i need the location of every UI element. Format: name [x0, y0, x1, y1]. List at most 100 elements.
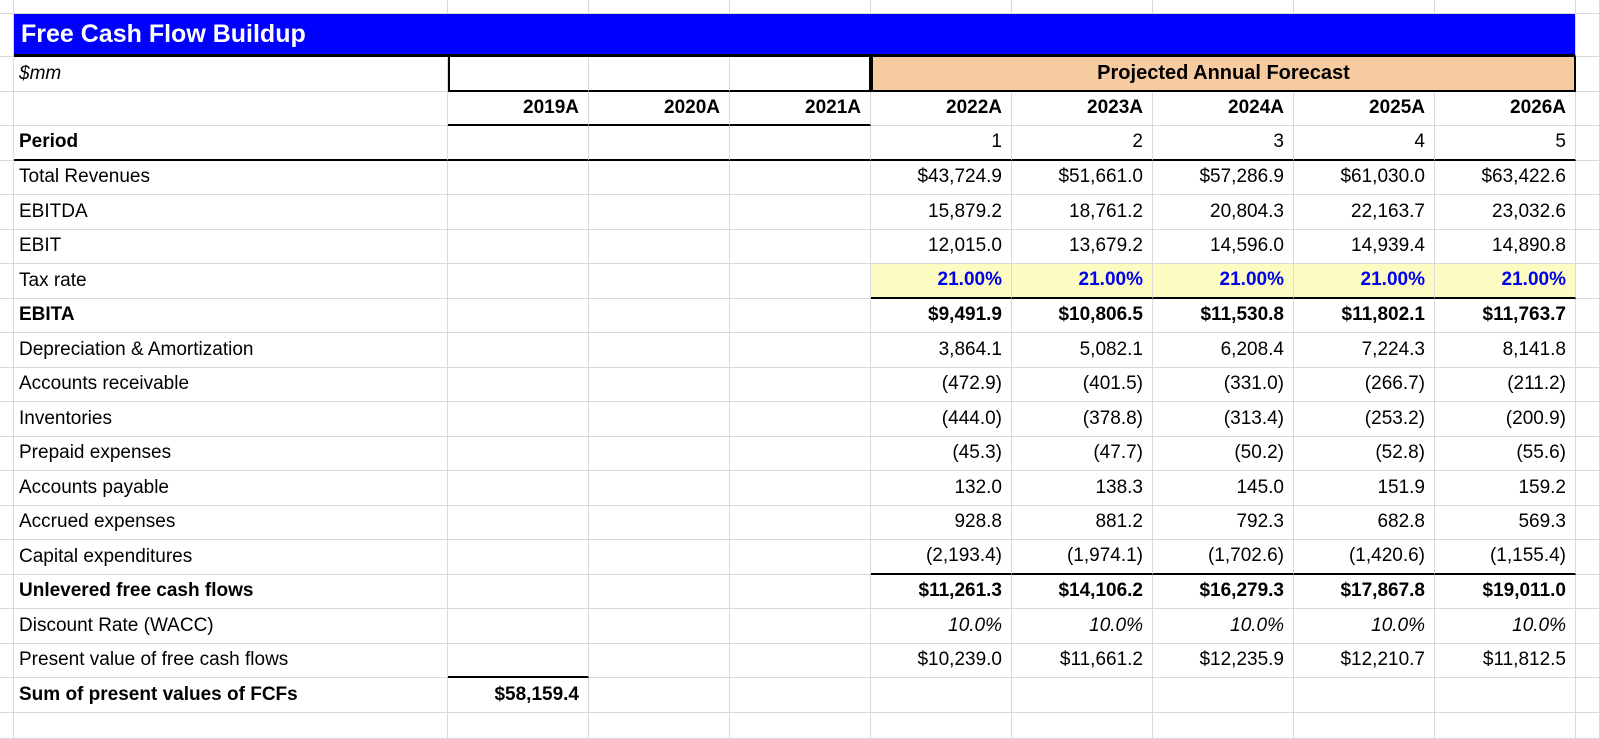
data-cell[interactable] [448, 436, 589, 471]
row-label-cell[interactable]: Accounts receivable [14, 367, 448, 402]
data-cell[interactable]: (331.0) [1153, 367, 1294, 402]
data-cell[interactable] [730, 678, 871, 713]
data-cell[interactable]: 792.3 [1153, 505, 1294, 540]
data-cell[interactable]: 3,864.1 [871, 333, 1012, 368]
data-cell[interactable] [448, 471, 589, 506]
data-cell[interactable]: $9,491.9 [871, 298, 1012, 333]
data-cell[interactable] [1153, 678, 1294, 713]
column-header-2021a[interactable]: 2021A [730, 91, 871, 126]
data-cell[interactable]: 10.0% [1294, 609, 1435, 644]
column-header-2023a[interactable]: 2023A [1012, 91, 1153, 126]
data-cell[interactable]: 18,761.2 [1012, 195, 1153, 230]
row-label-cell[interactable]: Tax rate [14, 264, 448, 299]
data-cell[interactable]: 159.2 [1435, 471, 1576, 506]
data-cell[interactable] [730, 505, 871, 540]
empty-cell[interactable] [730, 57, 871, 92]
data-cell[interactable] [730, 436, 871, 471]
data-cell[interactable]: (444.0) [871, 402, 1012, 437]
data-cell[interactable] [730, 643, 871, 678]
data-cell[interactable] [448, 574, 589, 609]
row-label-cell[interactable]: Accounts payable [14, 471, 448, 506]
data-cell[interactable]: $11,261.3 [871, 574, 1012, 609]
data-cell[interactable]: $10,806.5 [1012, 298, 1153, 333]
row-label-cell[interactable]: Capital expenditures [14, 540, 448, 575]
data-cell[interactable] [589, 160, 730, 195]
column-header-2022a[interactable]: 2022A [871, 91, 1012, 126]
data-cell[interactable] [730, 609, 871, 644]
units-label-cell[interactable]: $mm [14, 57, 448, 92]
data-cell[interactable]: (45.3) [871, 436, 1012, 471]
data-cell[interactable]: (1,155.4) [1435, 540, 1576, 575]
data-cell[interactable]: 8,141.8 [1435, 333, 1576, 368]
data-cell[interactable]: 21.00% [1012, 264, 1153, 299]
data-cell[interactable]: $10,239.0 [871, 643, 1012, 678]
data-cell[interactable] [448, 264, 589, 299]
empty-cell[interactable] [589, 57, 730, 92]
data-cell[interactable]: $12,210.7 [1294, 643, 1435, 678]
empty-cell[interactable] [14, 91, 448, 126]
data-cell[interactable] [448, 298, 589, 333]
data-cell[interactable] [730, 367, 871, 402]
data-cell[interactable]: 20,804.3 [1153, 195, 1294, 230]
data-cell[interactable]: 14,596.0 [1153, 229, 1294, 264]
row-label-cell[interactable]: EBITDA [14, 195, 448, 230]
data-cell[interactable]: $11,812.5 [1435, 643, 1576, 678]
data-cell[interactable] [589, 471, 730, 506]
data-cell[interactable]: 12,015.0 [871, 229, 1012, 264]
data-cell[interactable] [730, 195, 871, 230]
data-cell[interactable] [589, 678, 730, 713]
data-cell[interactable]: (253.2) [1294, 402, 1435, 437]
data-cell[interactable] [730, 264, 871, 299]
data-cell[interactable]: 21.00% [1294, 264, 1435, 299]
data-cell[interactable]: $57,286.9 [1153, 160, 1294, 195]
data-cell[interactable]: (52.8) [1294, 436, 1435, 471]
data-cell[interactable]: 2 [1012, 126, 1153, 161]
data-cell[interactable]: 881.2 [1012, 505, 1153, 540]
data-cell[interactable]: 132.0 [871, 471, 1012, 506]
data-cell[interactable]: 15,879.2 [871, 195, 1012, 230]
data-cell[interactable]: 14,890.8 [1435, 229, 1576, 264]
data-cell[interactable]: 6,208.4 [1153, 333, 1294, 368]
data-cell[interactable]: (401.5) [1012, 367, 1153, 402]
data-cell[interactable] [448, 126, 589, 161]
data-cell[interactable] [1435, 678, 1576, 713]
row-label-cell[interactable]: Sum of present values of FCFs [14, 678, 448, 713]
data-cell[interactable] [730, 298, 871, 333]
data-cell[interactable] [730, 402, 871, 437]
data-cell[interactable] [589, 333, 730, 368]
data-cell[interactable] [589, 126, 730, 161]
data-cell[interactable] [589, 505, 730, 540]
row-label-cell[interactable]: Depreciation & Amortization [14, 333, 448, 368]
data-cell[interactable] [1294, 678, 1435, 713]
data-cell[interactable] [730, 574, 871, 609]
data-cell[interactable]: (1,420.6) [1294, 540, 1435, 575]
data-cell[interactable]: 22,163.7 [1294, 195, 1435, 230]
data-cell[interactable]: (378.8) [1012, 402, 1153, 437]
data-cell[interactable] [871, 678, 1012, 713]
data-cell[interactable]: 21.00% [1435, 264, 1576, 299]
data-cell[interactable] [589, 574, 730, 609]
data-cell[interactable] [589, 609, 730, 644]
data-cell[interactable]: (472.9) [871, 367, 1012, 402]
data-cell[interactable]: $19,011.0 [1435, 574, 1576, 609]
data-cell[interactable]: 7,224.3 [1294, 333, 1435, 368]
data-cell[interactable]: $14,106.2 [1012, 574, 1153, 609]
row-label-cell[interactable]: Inventories [14, 402, 448, 437]
data-cell[interactable]: $43,724.9 [871, 160, 1012, 195]
title-cell[interactable]: Free Cash Flow Buildup [14, 14, 1576, 57]
row-label-cell[interactable]: EBITA [14, 298, 448, 333]
data-cell[interactable]: $63,422.6 [1435, 160, 1576, 195]
data-cell[interactable]: $51,661.0 [1012, 160, 1153, 195]
data-cell[interactable]: 13,679.2 [1012, 229, 1153, 264]
data-cell[interactable]: 10.0% [1153, 609, 1294, 644]
data-cell[interactable] [589, 367, 730, 402]
data-cell[interactable]: 23,032.6 [1435, 195, 1576, 230]
data-cell[interactable]: 1 [871, 126, 1012, 161]
data-cell[interactable]: (313.4) [1153, 402, 1294, 437]
data-cell[interactable] [589, 298, 730, 333]
data-cell[interactable]: 21.00% [871, 264, 1012, 299]
data-cell[interactable]: 21.00% [1153, 264, 1294, 299]
data-cell[interactable] [589, 402, 730, 437]
data-cell[interactable] [730, 126, 871, 161]
row-label-cell[interactable]: Accrued expenses [14, 505, 448, 540]
